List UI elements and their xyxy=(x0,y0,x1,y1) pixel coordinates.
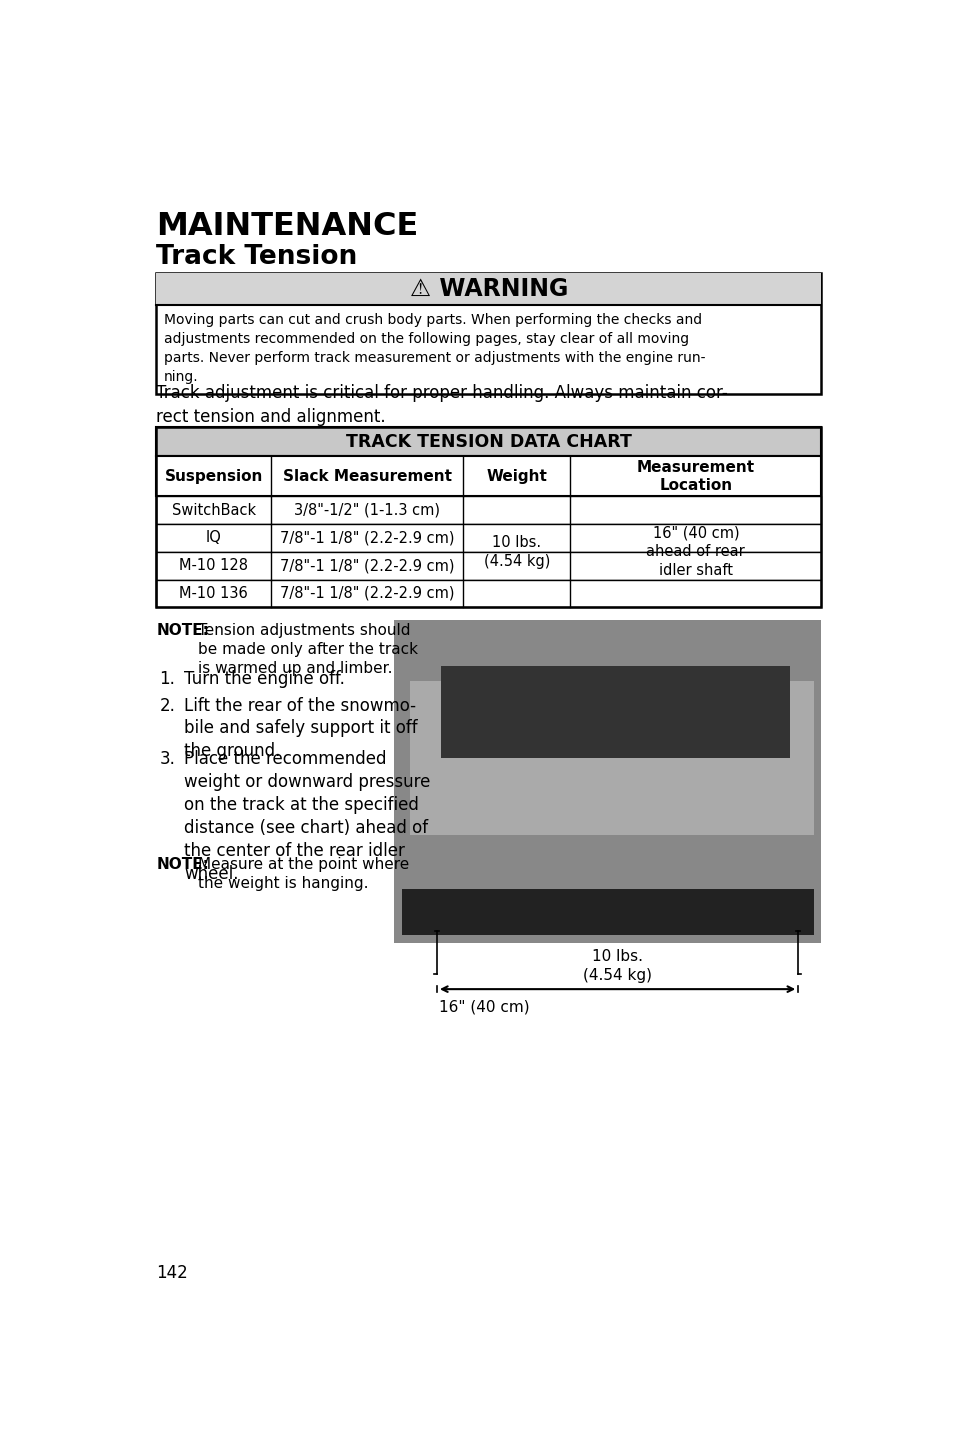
Bar xyxy=(156,457,821,496)
Text: Track Tension: Track Tension xyxy=(156,244,357,270)
Text: 7/8"-1 1/8" (2.2-2.9 cm): 7/8"-1 1/8" (2.2-2.9 cm) xyxy=(280,531,454,545)
Text: M-10 136: M-10 136 xyxy=(179,586,248,601)
Text: NOTE:: NOTE: xyxy=(156,856,209,872)
Text: 16" (40 cm): 16" (40 cm) xyxy=(438,1000,529,1015)
Text: Measurement
Location: Measurement Location xyxy=(636,459,754,493)
Text: 10 lbs.
(4.54 kg): 10 lbs. (4.54 kg) xyxy=(483,535,550,569)
Bar xyxy=(156,496,821,523)
Text: 2.: 2. xyxy=(159,696,175,714)
Bar xyxy=(156,523,821,551)
Text: 7/8"-1 1/8" (2.2-2.9 cm): 7/8"-1 1/8" (2.2-2.9 cm) xyxy=(280,558,454,573)
Text: 3/8"-1/2" (1-1.3 cm): 3/8"-1/2" (1-1.3 cm) xyxy=(294,503,439,518)
Text: Measure at the point where
the weight is hanging.: Measure at the point where the weight is… xyxy=(198,856,409,891)
Bar xyxy=(410,680,813,835)
Bar xyxy=(394,619,821,944)
Text: 10 lbs.
(4.54 kg): 10 lbs. (4.54 kg) xyxy=(582,949,652,983)
Text: Track adjustment is critical for proper handling. Always maintain cor-
rect tens: Track adjustment is critical for proper … xyxy=(156,384,727,426)
Bar xyxy=(440,666,790,758)
Text: NOTE:: NOTE: xyxy=(156,622,209,638)
Text: M-10 128: M-10 128 xyxy=(179,558,248,573)
Text: 1.: 1. xyxy=(159,670,175,688)
Bar xyxy=(156,273,821,305)
Text: Turn the engine off.: Turn the engine off. xyxy=(184,670,345,688)
Text: IQ: IQ xyxy=(206,531,221,545)
Text: Place the recommended
weight or downward pressure
on the track at the specified
: Place the recommended weight or downward… xyxy=(184,750,430,883)
Text: Suspension: Suspension xyxy=(165,468,263,484)
Text: MAINTENANCE: MAINTENANCE xyxy=(156,211,418,243)
Text: Lift the rear of the snowmo-
bile and safely support it off
the ground.: Lift the rear of the snowmo- bile and sa… xyxy=(184,696,417,760)
Text: SwitchBack: SwitchBack xyxy=(172,503,255,518)
Text: 7/8"-1 1/8" (2.2-2.9 cm): 7/8"-1 1/8" (2.2-2.9 cm) xyxy=(280,586,454,601)
Text: TRACK TENSION DATA CHART: TRACK TENSION DATA CHART xyxy=(346,433,631,451)
Bar xyxy=(156,427,821,457)
Bar xyxy=(156,551,821,580)
Bar xyxy=(156,580,821,608)
Text: Moving parts can cut and crush body parts. When performing the checks and
adjust: Moving parts can cut and crush body part… xyxy=(164,313,705,384)
Bar xyxy=(156,427,821,608)
Text: Weight: Weight xyxy=(486,468,547,484)
Text: ⚠ WARNING: ⚠ WARNING xyxy=(409,278,568,301)
Text: 3.: 3. xyxy=(159,750,175,769)
Text: 142: 142 xyxy=(156,1264,188,1282)
Text: Tension adjustments should
be made only after the track
is warmed up and limber.: Tension adjustments should be made only … xyxy=(198,622,417,676)
Bar xyxy=(402,888,813,935)
Bar xyxy=(156,273,821,394)
Text: Slack Measurement: Slack Measurement xyxy=(282,468,452,484)
Text: 16" (40 cm)
ahead of rear
idler shaft: 16" (40 cm) ahead of rear idler shaft xyxy=(646,526,744,577)
